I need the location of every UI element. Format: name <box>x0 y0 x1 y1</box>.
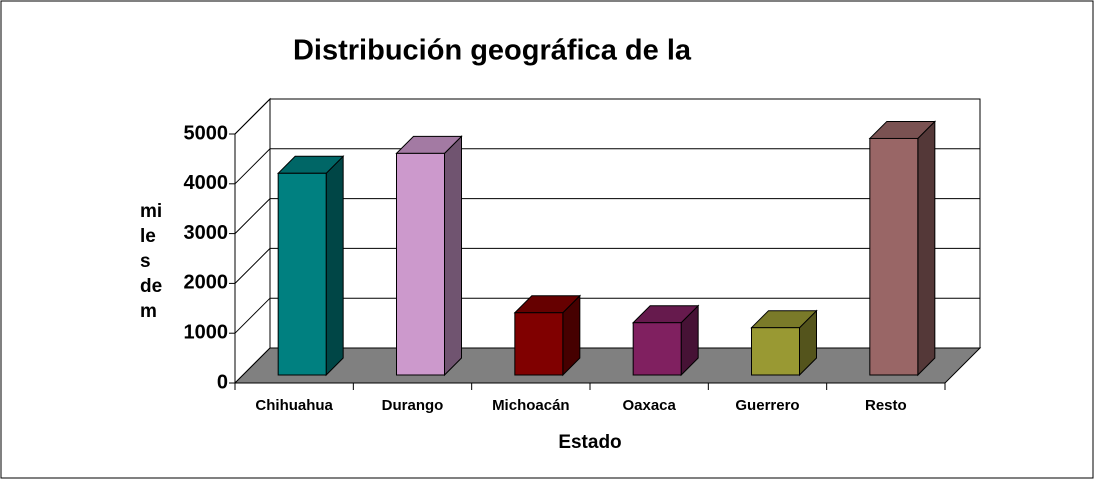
grid-line <box>234 247 980 284</box>
x-axis-label: Estado <box>558 432 621 453</box>
bar <box>514 312 564 376</box>
bar <box>751 327 800 376</box>
bar <box>277 172 327 376</box>
y-tick-label: 4000 <box>184 172 229 194</box>
x-tick-label: Guerrero <box>735 397 799 414</box>
y-tick-label: 1000 <box>184 321 229 343</box>
bar <box>869 137 919 376</box>
grid-line <box>234 148 980 185</box>
floor <box>233 347 982 384</box>
x-tick-label: Oaxaca <box>622 397 676 414</box>
grid-line <box>234 198 980 234</box>
y-tick-label: 2000 <box>184 272 229 294</box>
bar <box>396 152 445 376</box>
y-axis-label: mi <box>140 201 162 222</box>
chart-title: Distribución geográfica de la <box>293 35 692 67</box>
x-tick-label: Chihuahua <box>255 397 333 414</box>
y-tick-label: 3000 <box>184 222 229 244</box>
y-tick-label: 0 <box>217 371 228 393</box>
grid-line <box>234 98 980 135</box>
grid-line <box>234 297 980 334</box>
x-tick-label: Durango <box>382 397 444 414</box>
side-wall <box>234 97 271 385</box>
bar-side <box>325 155 344 377</box>
bar <box>632 322 682 376</box>
bar-side <box>917 120 936 377</box>
y-axis-label: s <box>140 251 151 272</box>
y-axis-label: m <box>140 301 157 322</box>
y-tick-label: 5000 <box>184 122 229 144</box>
x-tick-label: Resto <box>865 397 907 414</box>
bar-side <box>444 135 462 377</box>
x-tick-label: Michoacán <box>492 397 570 414</box>
y-axis-label: le <box>140 226 156 247</box>
y-axis-label: de <box>140 276 162 297</box>
